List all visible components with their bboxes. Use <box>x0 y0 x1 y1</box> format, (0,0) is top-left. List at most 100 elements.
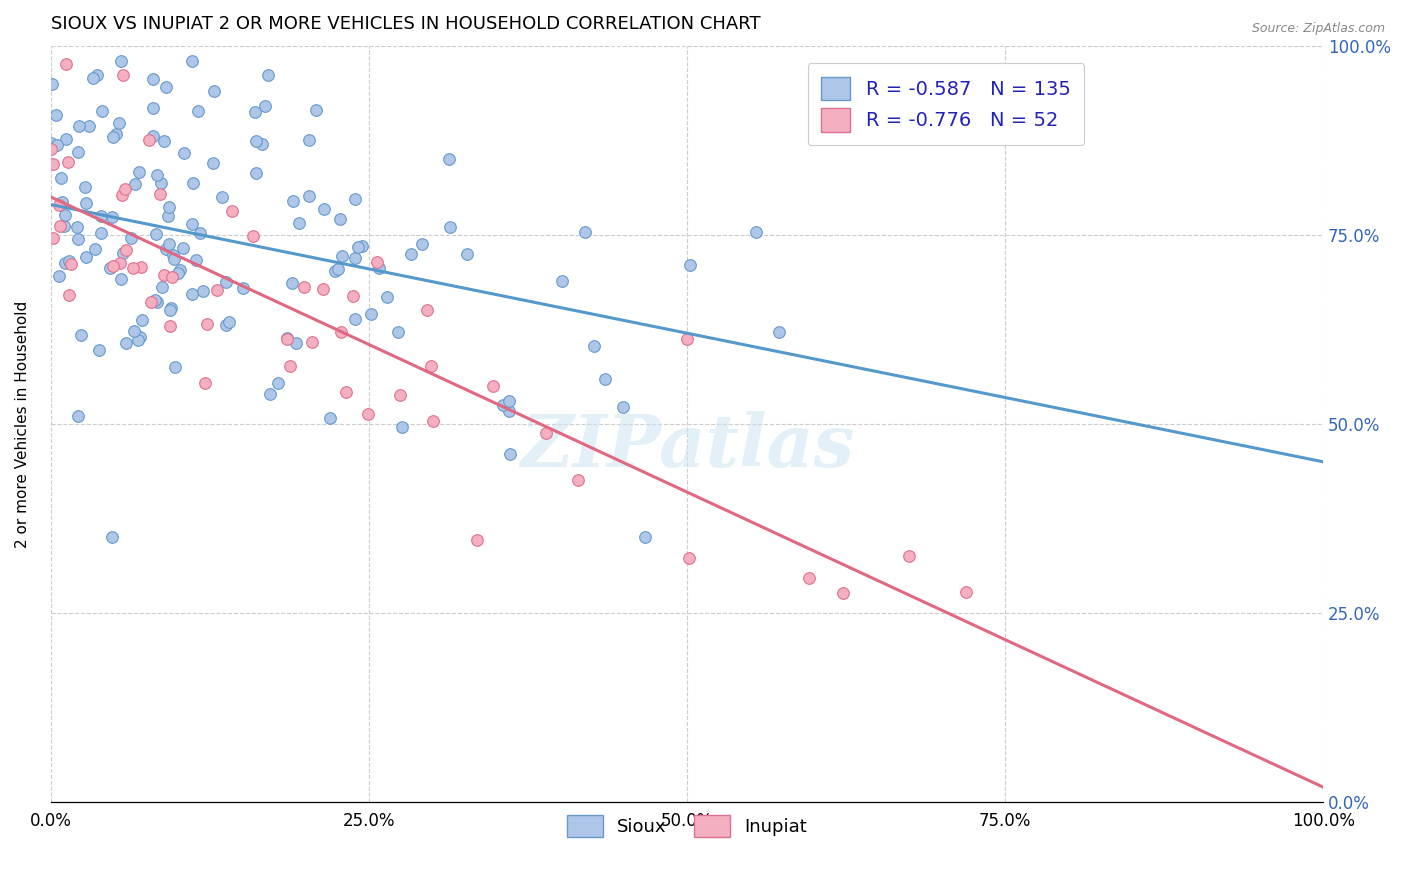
Point <box>218 315 240 329</box>
Point <box>574 225 596 239</box>
Point <box>214 275 236 289</box>
Point <box>90 209 112 223</box>
Point <box>124 177 146 191</box>
Point <box>173 145 195 160</box>
Point <box>181 217 204 231</box>
Point <box>245 134 267 148</box>
Point <box>368 260 391 275</box>
Point <box>172 241 194 255</box>
Point <box>482 378 505 392</box>
Point <box>110 272 132 286</box>
Point <box>181 176 204 190</box>
Point <box>330 249 353 263</box>
Point <box>221 204 243 219</box>
Point <box>146 169 169 183</box>
Point <box>39 142 62 156</box>
Point <box>108 116 131 130</box>
Point <box>66 145 89 159</box>
Point <box>420 359 443 373</box>
Point <box>58 254 80 268</box>
Point <box>159 200 181 214</box>
Point <box>142 101 165 115</box>
Point <box>90 226 112 240</box>
Point <box>122 324 145 338</box>
Point <box>281 276 304 290</box>
Point <box>148 186 170 201</box>
Text: ZIPatlas: ZIPatlas <box>520 411 853 483</box>
Point <box>58 288 80 302</box>
Point <box>108 256 131 270</box>
Point <box>82 70 104 85</box>
Point <box>679 258 702 272</box>
Point <box>56 155 79 169</box>
Point <box>232 281 254 295</box>
Point <box>91 104 114 119</box>
Point <box>389 388 412 402</box>
Point <box>101 130 124 145</box>
Point <box>141 129 163 144</box>
Point <box>51 171 73 186</box>
Point <box>422 414 444 428</box>
Point <box>42 157 65 171</box>
Point <box>305 103 328 117</box>
Point <box>159 319 181 334</box>
Point <box>278 359 301 373</box>
Point <box>131 312 153 326</box>
Point <box>202 156 225 170</box>
Point <box>416 303 439 318</box>
Point <box>75 251 97 265</box>
Point <box>166 266 188 280</box>
Point <box>195 317 218 331</box>
Point <box>53 256 76 270</box>
Point <box>832 586 855 600</box>
Point <box>111 68 134 82</box>
Point <box>146 294 169 309</box>
Point <box>498 447 520 461</box>
Point <box>399 247 422 261</box>
Point <box>111 187 134 202</box>
Point <box>104 127 127 141</box>
Point <box>184 253 207 268</box>
Point <box>955 584 977 599</box>
Point <box>328 261 350 276</box>
Point <box>115 243 138 257</box>
Point <box>55 132 77 146</box>
Point <box>211 190 233 204</box>
Point <box>101 530 124 544</box>
Point <box>193 376 215 390</box>
Point <box>298 188 321 202</box>
Point <box>70 328 93 343</box>
Point <box>48 269 70 284</box>
Point <box>114 182 136 196</box>
Point <box>160 301 183 316</box>
Point <box>582 339 605 353</box>
Point <box>153 134 176 148</box>
Point <box>45 108 67 122</box>
Point <box>39 136 62 151</box>
Point <box>122 261 145 276</box>
Point <box>139 294 162 309</box>
Point <box>103 259 125 273</box>
Point <box>612 401 634 415</box>
Point <box>329 212 352 227</box>
Point <box>163 252 186 266</box>
Point <box>127 333 149 347</box>
Point <box>298 133 321 147</box>
Point <box>439 220 461 235</box>
Point <box>254 98 277 112</box>
Point <box>75 196 97 211</box>
Point <box>120 230 142 244</box>
Point <box>157 209 180 223</box>
Point <box>101 210 124 224</box>
Point <box>42 230 65 244</box>
Point <box>191 284 214 298</box>
Point <box>250 137 273 152</box>
Point <box>360 307 382 321</box>
Point <box>342 289 364 303</box>
Point <box>215 318 238 332</box>
Point <box>498 393 520 408</box>
Point <box>181 54 204 68</box>
Point <box>343 193 366 207</box>
Point <box>387 325 409 339</box>
Point <box>149 176 172 190</box>
